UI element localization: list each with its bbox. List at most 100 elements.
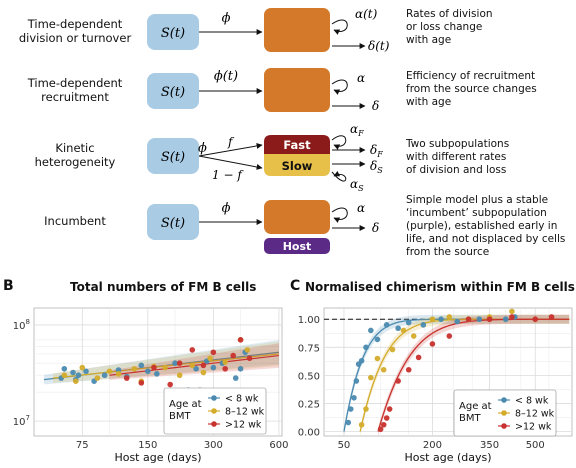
chart-normalised-chimerism: 50 200 350 500 0.00 0.25 0.50 0.75 1.00 Host age …	[298, 307, 573, 464]
cell-box	[264, 8, 330, 52]
division-rate: α	[357, 71, 365, 85]
legend-title: Age at	[459, 401, 492, 412]
data-point	[222, 365, 228, 372]
source-label: S(t)	[161, 85, 185, 100]
data-point	[244, 347, 251, 353]
data-point	[138, 380, 145, 386]
data-point	[476, 316, 483, 323]
data-point	[70, 369, 76, 376]
legend-entry: 8–12 wk	[515, 409, 555, 420]
panel-b-title: Total numbers of FM B cells	[70, 280, 257, 294]
data-point	[351, 395, 357, 401]
recruitment-rate: ϕ	[222, 11, 231, 26]
fast-division-rate: αF	[350, 122, 364, 138]
data-point	[395, 325, 401, 332]
y-tick-label: 0.75	[298, 343, 320, 354]
division-rate: α(t)	[355, 7, 378, 21]
data-point	[377, 426, 384, 433]
data-point	[237, 337, 244, 343]
data-point	[172, 360, 178, 367]
data-point	[363, 344, 369, 351]
slow-split-arrow	[198, 155, 263, 170]
panel-b-letter: B	[3, 278, 14, 294]
data-point	[454, 318, 461, 325]
data-point	[123, 375, 130, 381]
loss-rate: δ	[372, 99, 379, 113]
legend-title: Age at	[169, 399, 202, 410]
data-point	[210, 349, 217, 356]
data-point	[358, 421, 365, 428]
x-tick-label: 500	[526, 440, 545, 451]
data-point	[415, 354, 422, 361]
data-point	[389, 346, 396, 353]
data-point	[502, 316, 509, 323]
data-point	[79, 364, 86, 371]
data-point	[210, 364, 217, 371]
schematic-diagram: S(t) ϕ α(t) δ(t) S(t) ϕ(t) α δ S(t) ϕ f …	[147, 7, 390, 254]
data-point	[246, 355, 253, 362]
data-point	[383, 415, 390, 421]
data-point	[358, 357, 365, 364]
fast-fraction: f	[227, 135, 235, 149]
model-row-4: S(t) ϕ Host α δ	[147, 200, 379, 254]
legend-swatch-point	[211, 421, 217, 427]
legend-entry: < 8 wk	[515, 396, 549, 407]
legend-swatch-point	[211, 395, 217, 401]
legend-swatch-point	[501, 397, 507, 403]
data-point	[532, 316, 539, 323]
x-tick-label: 50	[338, 440, 351, 451]
y-tick-label: 0.50	[298, 371, 320, 382]
y-tick-label: 0.25	[298, 399, 320, 410]
data-point	[222, 359, 228, 365]
y-tick-label: 1.00	[298, 315, 320, 326]
host-box	[264, 238, 330, 254]
chart-total-numbers: 75 150 300 600 107 108 Host age (days) Age atBM…	[13, 307, 288, 464]
slow-label: Slow	[282, 159, 313, 173]
division-rate: α	[357, 201, 365, 215]
model-row-2: S(t) ϕ(t) α δ	[147, 68, 379, 113]
fast-split-arrow	[198, 142, 263, 157]
data-point	[446, 314, 453, 320]
legend-swatch-point	[501, 423, 507, 429]
data-point	[374, 336, 381, 343]
data-point	[145, 368, 151, 375]
data-point	[83, 368, 89, 375]
x-axis-label: Host age (days)	[404, 451, 491, 464]
legend-entry: 8–12 wk	[225, 407, 265, 418]
self-renewal-arrow	[331, 79, 348, 95]
legend-title: BMT	[169, 411, 191, 422]
data-point	[101, 372, 108, 379]
data-point	[151, 364, 157, 371]
slow-self-renewal-arrow	[331, 170, 347, 182]
source-label: S(t)	[161, 150, 185, 165]
slow-loss-rate: δS	[370, 159, 383, 175]
data-point	[176, 372, 183, 379]
data-point	[232, 375, 239, 381]
recruitment-rate: ϕ	[222, 201, 231, 216]
data-point	[72, 378, 79, 384]
data-point	[61, 365, 68, 372]
legend-entry: >12 wk	[515, 422, 552, 433]
model-label-recruitment: Time-dependent recruitment	[27, 76, 123, 104]
cell-box	[264, 200, 330, 234]
data-point	[405, 366, 412, 373]
data-point	[429, 341, 436, 347]
legend-title: BMT	[459, 413, 481, 424]
model-description-turnover: Rates of division or loss change with ag…	[406, 8, 493, 46]
data-point	[420, 322, 427, 328]
self-renewal-arrow	[331, 207, 348, 223]
legend-swatch-point	[211, 408, 217, 414]
model-description-recruitment: Efficiency of recruitment from the sourc…	[406, 70, 537, 108]
data-point	[176, 360, 183, 367]
fast-box	[264, 135, 330, 154]
legend-swatch-point	[501, 410, 507, 416]
data-point	[509, 308, 515, 315]
data-point	[200, 369, 207, 376]
fit-line	[377, 318, 570, 432]
model-description-incumbent: Simple model plus a stable ‘incumbent’ s…	[406, 194, 566, 258]
source-box	[147, 204, 199, 240]
cell-box	[264, 68, 330, 112]
host-label: Host	[283, 240, 312, 253]
data-point	[386, 406, 393, 412]
data-point	[345, 419, 352, 426]
